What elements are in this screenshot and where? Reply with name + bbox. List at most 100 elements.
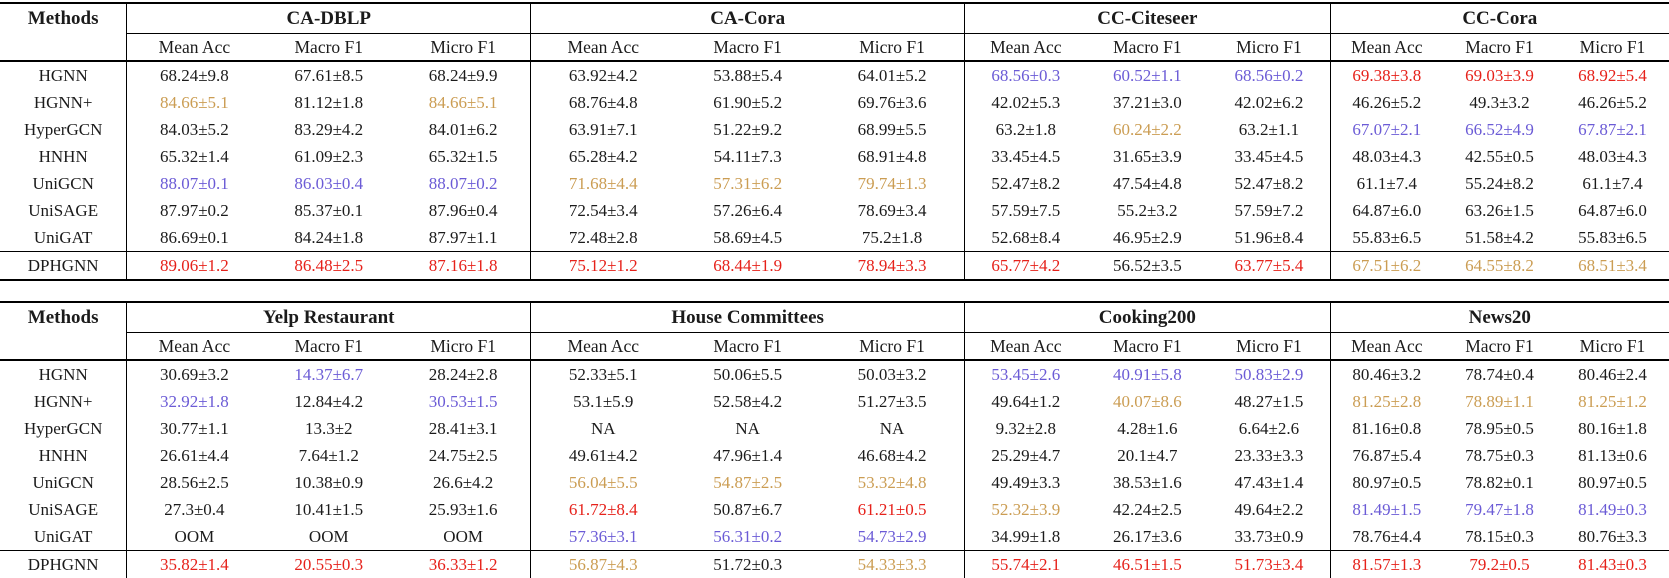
metric-cell: 76.87±5.4 xyxy=(1329,442,1444,469)
metric-header-ca-cora-mean-acc: Mean Acc xyxy=(530,33,676,62)
metric-cell: 87.97±0.2 xyxy=(126,197,262,224)
metric-cell: 80.97±0.5 xyxy=(1578,473,1647,492)
metric-cell: 57.36±3.1 xyxy=(530,523,676,551)
metric-cell: 87.16±1.8 xyxy=(396,251,531,280)
metric-cell: 88.07±0.2 xyxy=(428,174,498,193)
metric-cell: 50.03±3.2 xyxy=(857,365,927,384)
metric-cell: 78.75±0.3 xyxy=(1465,446,1534,465)
metric-cell: 20.55±0.3 xyxy=(261,550,397,578)
metric-cell: 53.32±4.8 xyxy=(857,473,927,492)
metric-cell: 42.55±0.5 xyxy=(1465,147,1534,166)
metric-cell: 35.82±1.4 xyxy=(126,550,262,578)
metric-cell: 46.51±1.5 xyxy=(1086,550,1209,578)
metric-cell: 51.22±9.2 xyxy=(713,120,783,139)
metric-cell: 51.73±3.4 xyxy=(1208,550,1331,578)
metric-cell: 86.69±0.1 xyxy=(126,224,262,252)
dataset-header-cc-citeseer: CC-Citeseer xyxy=(964,3,1331,34)
method-name-cell: DPHGNN xyxy=(0,550,127,578)
metric-cell: 31.65±3.9 xyxy=(1112,147,1182,166)
metric-cell: 48.03±4.3 xyxy=(1578,147,1647,166)
metric-cell: 75.12±1.2 xyxy=(530,251,676,280)
metric-cell: 49.64±1.2 xyxy=(964,388,1087,415)
metric-cell: 81.49±1.5 xyxy=(1329,496,1444,523)
metric-header-cooking200-macro-f1: Macro F1 xyxy=(1086,332,1209,361)
method-name-cell: UniGAT xyxy=(33,527,93,546)
metric-cell: 50.83±2.9 xyxy=(1234,365,1304,384)
metric-cell: 64.55±8.2 xyxy=(1443,251,1556,280)
metric-cell: 28.41±3.1 xyxy=(428,419,498,438)
metric-cell: 57.26±6.4 xyxy=(713,201,783,220)
metric-cell: 52.33±5.1 xyxy=(530,360,676,388)
metric-cell: 51.72±0.3 xyxy=(675,550,820,578)
metric-cell: 69.76±3.6 xyxy=(857,93,927,112)
metric-cell: 69.38±3.8 xyxy=(1329,61,1444,89)
method-row-hgnn: HGNN+ 84.66±5.1 81.12±1.8 84.66±5.1 68.76±4.… xyxy=(0,89,1669,116)
metric-header-cc-cora-macro-f1: Macro F1 xyxy=(1443,33,1556,62)
metric-header-cc-citeseer-macro-f1: Macro F1 xyxy=(1086,33,1209,62)
method-row-hnhn: HNHN 26.61±4.4 7.64±1.2 24.75±2.5 49.61±4.2 4… xyxy=(0,442,1669,469)
metric-cell: 32.92±1.8 xyxy=(126,388,262,415)
metric-cell: 55.24±8.2 xyxy=(1465,174,1534,193)
metric-cell: 78.82±0.1 xyxy=(1465,473,1534,492)
metric-cell: 46.68±4.2 xyxy=(857,446,927,465)
method-name-cell: HGNN+ xyxy=(33,93,93,112)
method-name-cell: UniGAT xyxy=(33,228,93,247)
method-row-hypergcn: HyperGCN 30.77±1.1 13.3±2 28.41±3.1 NA NA NA 9.… xyxy=(0,415,1669,442)
metric-cell: 25.29±4.7 xyxy=(964,442,1087,469)
dataset-header-ca-cora: CA-Cora xyxy=(530,3,965,34)
method-name-cell: HyperGCN xyxy=(23,120,103,139)
metric-cell: 60.52±1.1 xyxy=(1112,66,1182,85)
metric-cell: 54.11±7.3 xyxy=(713,147,782,166)
metric-cell: 64.87±6.0 xyxy=(1329,197,1444,224)
metric-cell: 33.45±4.5 xyxy=(964,143,1087,170)
metric-cell: 13.3±2 xyxy=(304,419,353,438)
metric-cell: 30.69±3.2 xyxy=(126,360,262,388)
metric-cell: 49.64±2.2 xyxy=(1234,500,1304,519)
metric-cell: 57.31±6.2 xyxy=(713,174,783,193)
metric-cell: 42.02±6.2 xyxy=(1234,93,1304,112)
methods-column-header: Methods xyxy=(0,3,127,62)
method-name-cell: HGNN xyxy=(38,365,88,384)
metric-cell: 20.1±4.7 xyxy=(1117,446,1178,465)
metric-cell: 67.51±6.2 xyxy=(1329,251,1444,280)
metric-cell: 40.07±8.6 xyxy=(1112,392,1182,411)
dataset-header-cc-cora: CC-Cora xyxy=(1329,3,1669,34)
metric-cell: 65.32±1.4 xyxy=(126,143,262,170)
metric-cell: 24.75±2.5 xyxy=(428,446,498,465)
metric-cell: 50.06±5.5 xyxy=(713,365,783,384)
metric-cell: 87.96±0.4 xyxy=(428,201,498,220)
metric-cell: 61.21±0.5 xyxy=(857,500,927,519)
method-row-hgnn: HGNN 30.69±3.2 14.37±6.7 28.24±2.8 52.33±5.1… xyxy=(0,360,1669,388)
metric-cell: 46.95±2.9 xyxy=(1112,228,1182,247)
metric-cell: 53.88±5.4 xyxy=(713,66,783,85)
dataset-header-row: Methods Yelp Restaurant House Committees Co… xyxy=(0,302,1669,361)
metric-cell: 84.01±6.2 xyxy=(428,120,498,139)
metric-header-news20-micro-f1: Micro F1 xyxy=(1555,332,1669,361)
metric-cell: 61.1±7.4 xyxy=(1329,170,1444,197)
metric-cell: 86.03±0.4 xyxy=(294,174,364,193)
metric-cell: 47.96±1.4 xyxy=(713,446,783,465)
method-row-dphgnn: DPHGNN 89.06±1.2 86.48±2.5 87.16±1.8 75.12±1… xyxy=(0,251,1669,280)
metric-cell: 85.37±0.1 xyxy=(294,201,364,220)
metric-cell: 56.52±3.5 xyxy=(1086,251,1209,280)
metric-cell: 68.56±0.3 xyxy=(964,61,1087,89)
metric-cell: 78.76±4.4 xyxy=(1329,523,1444,551)
metric-cell: 64.01±5.2 xyxy=(857,66,927,85)
metric-cell: 81.49±0.3 xyxy=(1578,500,1647,519)
dataset-header-cooking200: Cooking200 xyxy=(964,302,1331,333)
metric-cell: 56.87±4.3 xyxy=(530,550,676,578)
metric-cell: 84.66±5.1 xyxy=(126,89,262,116)
metric-cell: 51.58±4.2 xyxy=(1465,228,1534,247)
metric-cell: 61.1±7.4 xyxy=(1582,174,1643,193)
metric-cell: 26.6±4.2 xyxy=(432,473,494,492)
method-row-unisage: UniSAGE 87.97±0.2 85.37±0.1 87.96±0.4 72.54±… xyxy=(0,197,1669,224)
metric-header-ca-cora-micro-f1: Micro F1 xyxy=(819,33,965,62)
metric-cell: 33.73±0.9 xyxy=(1234,527,1304,546)
metric-cell: 40.91±5.8 xyxy=(1112,365,1182,384)
metric-cell: 52.47±8.2 xyxy=(964,170,1087,197)
metric-cell: 46.26±5.2 xyxy=(1578,93,1647,112)
metric-cell: 67.61±8.5 xyxy=(294,66,364,85)
metric-cell: 49.3±3.2 xyxy=(1469,93,1530,112)
metric-cell: 46.26±5.2 xyxy=(1329,89,1444,116)
method-row-hgnn: HGNN 68.24±9.8 67.61±8.5 68.24±9.9 63.92±4.2… xyxy=(0,61,1669,89)
